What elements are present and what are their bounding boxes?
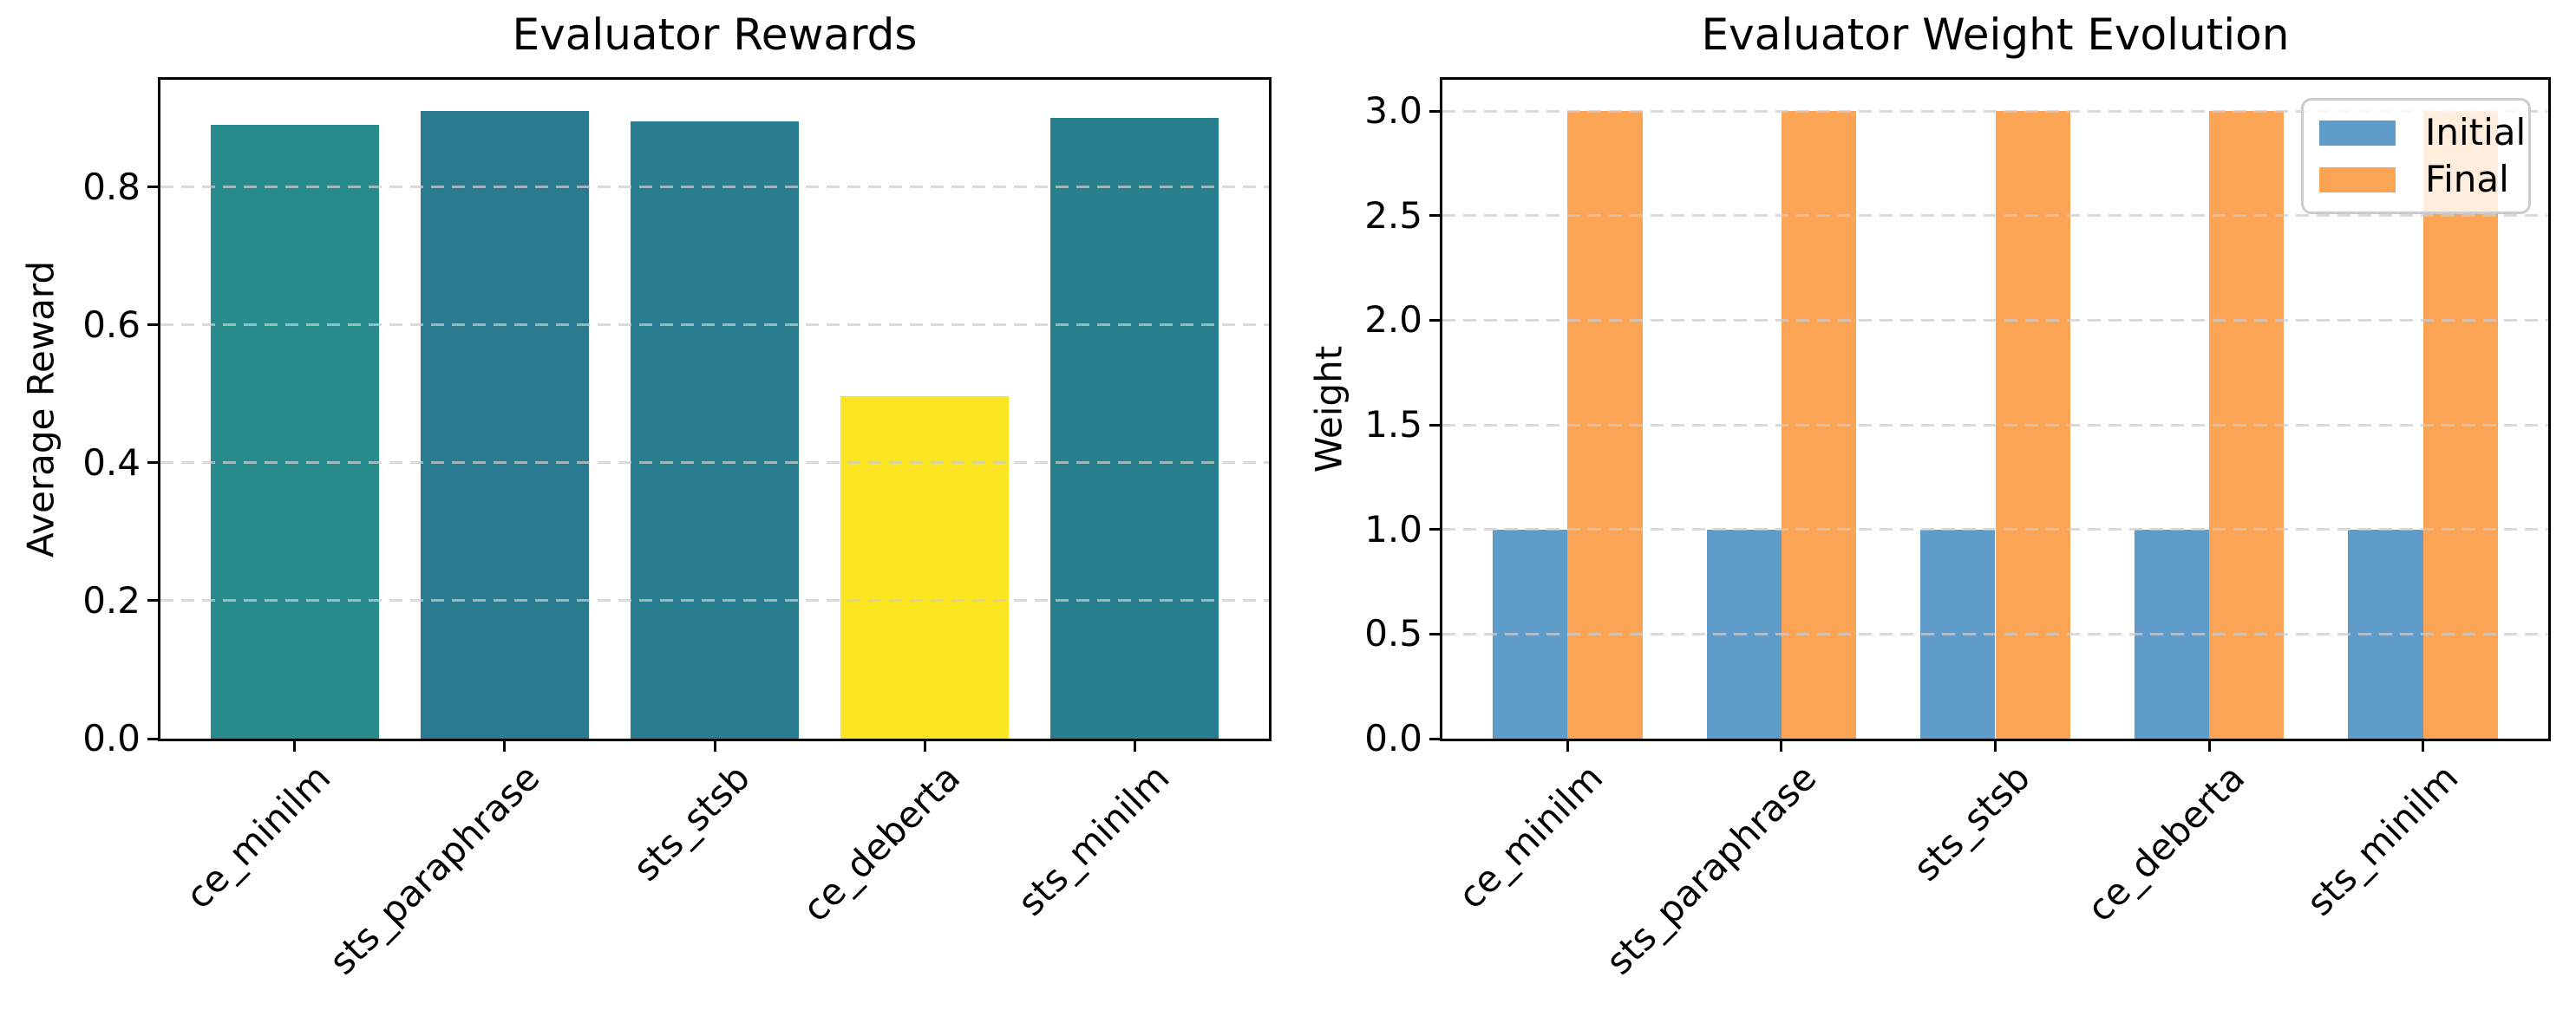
- gridline-y: [160, 323, 1269, 327]
- x-tick: [713, 739, 716, 752]
- x-tick-label: sts_paraphrase: [321, 756, 548, 983]
- gridline-y: [1442, 318, 2548, 322]
- y-tick: [1429, 632, 1442, 635]
- gridline-y: [1442, 109, 2548, 113]
- x-tick-label: sts_minilm: [2298, 756, 2467, 924]
- x-tick: [923, 739, 926, 752]
- x-tick: [1780, 739, 1783, 752]
- y-tick: [147, 323, 160, 327]
- bar-sts_stsb: [631, 121, 799, 739]
- y-tick-label: 2.0: [1364, 298, 1422, 342]
- x-tick-label: ce_minilm: [1449, 756, 1612, 917]
- y-tick-label: 0.5: [1364, 612, 1422, 655]
- x-tick: [503, 739, 507, 752]
- y-tick: [1429, 737, 1442, 740]
- gridline-y: [1442, 632, 2548, 635]
- y-tick-label: 1.5: [1364, 403, 1422, 446]
- legend-item-initial: Initial: [2319, 114, 2526, 151]
- y-tick-label: 2.5: [1364, 193, 1422, 237]
- x-tick: [2207, 739, 2211, 752]
- legend-label-final: Final: [2425, 158, 2509, 200]
- y-tick-label: 0.0: [82, 717, 141, 759]
- legend: Initial Final: [2301, 98, 2531, 214]
- x-tick-label: sts_paraphrase: [1598, 756, 1825, 983]
- left-y-axis-label: Average Reward: [19, 260, 62, 558]
- x-tick: [293, 739, 297, 752]
- legend-swatch-initial: [2319, 120, 2396, 146]
- gridline-y: [1442, 528, 2548, 531]
- legend-item-final: Final: [2319, 161, 2513, 198]
- gridline-y: [160, 599, 1269, 603]
- y-tick-label: 3.0: [1364, 89, 1422, 133]
- y-tick: [1429, 528, 1442, 531]
- y-tick-label: 1.0: [1364, 507, 1422, 551]
- x-tick-label: sts_minilm: [1010, 756, 1178, 924]
- gridline-y: [1442, 423, 2548, 427]
- x-tick: [2422, 739, 2425, 752]
- legend-label-initial: Initial: [2425, 111, 2527, 153]
- left-chart-title: Evaluator Rewards: [512, 10, 918, 60]
- bar-ce_minilm: [211, 125, 379, 739]
- x-tick-label: sts_stsb: [624, 756, 758, 889]
- x-tick-label: sts_stsb: [1905, 756, 2039, 889]
- x-tick: [1566, 739, 1569, 752]
- bar-sts_paraphrase: [421, 111, 589, 739]
- y-tick: [147, 461, 160, 465]
- y-tick: [147, 599, 160, 603]
- y-tick: [147, 737, 160, 740]
- gridline-y: [160, 461, 1269, 465]
- x-tick: [1133, 739, 1136, 752]
- gridline-y: [160, 186, 1269, 189]
- y-tick: [1429, 318, 1442, 322]
- x-tick: [1994, 739, 1997, 752]
- x-tick-label: ce_deberta: [2078, 756, 2252, 930]
- right-chart-title: Evaluator Weight Evolution: [1701, 10, 2290, 60]
- y-tick-label: 0.6: [82, 303, 141, 346]
- legend-swatch-final: [2319, 166, 2396, 192]
- x-tick-label: ce_minilm: [177, 756, 338, 917]
- bar-sts_minilm: [1050, 118, 1219, 739]
- y-tick-label: 0.0: [1364, 717, 1422, 759]
- y-tick-label: 0.8: [82, 165, 141, 208]
- y-tick: [1429, 109, 1442, 113]
- gridline-y: [1442, 214, 2548, 218]
- y-tick: [147, 186, 160, 189]
- x-tick-label: ce_deberta: [794, 756, 968, 930]
- bar-ce_deberta: [840, 395, 1009, 739]
- y-tick: [1429, 214, 1442, 218]
- y-tick: [1429, 423, 1442, 427]
- y-tick-label: 0.2: [82, 578, 141, 622]
- y-tick-label: 0.4: [82, 440, 141, 484]
- right-y-axis-label: Weight: [1307, 345, 1350, 473]
